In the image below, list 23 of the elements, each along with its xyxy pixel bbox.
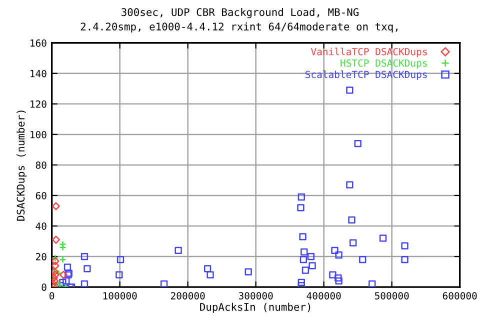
x-tick-label: 500000 <box>374 292 409 300</box>
y-tick-label: 20 <box>36 253 46 260</box>
x-tick-label: 300000 <box>238 292 273 300</box>
y-tick-label: 100 <box>30 130 46 138</box>
y-tick-label: 80 <box>36 161 46 169</box>
x-axis-title: DupAcksIn (number) <box>200 302 310 313</box>
x-tick-label: 0 <box>50 292 54 300</box>
y-axis-title: DSACKDups (number) <box>16 110 27 221</box>
y-tick-label: 140 <box>30 70 46 78</box>
y-tick-label: 160 <box>30 39 46 47</box>
legend-label: HSTCP DSACKDups <box>340 59 427 69</box>
chart-title: 300sec, UDP CBR Background Load, MB-NG <box>122 8 359 18</box>
x-tick-label: 400000 <box>306 292 341 300</box>
y-tick-label: 40 <box>36 222 46 230</box>
x-tick-label: 200000 <box>171 292 205 300</box>
x-tick-label: 600000 <box>442 292 477 300</box>
chart-subtitle: 2.4.20smp, e1000-4.4.12 rxint 64/64moderate on txq, <box>80 22 398 33</box>
y-tick-label: 60 <box>36 192 46 200</box>
x-tick-label: 100000 <box>103 292 137 300</box>
legend-label: ScalableTCP DSACKDups <box>306 70 427 80</box>
y-tick-label: 120 <box>30 100 46 108</box>
legend-label: VanillaTCP DSACKDups <box>310 48 427 58</box>
y-tick-label: 0 <box>42 284 46 291</box>
